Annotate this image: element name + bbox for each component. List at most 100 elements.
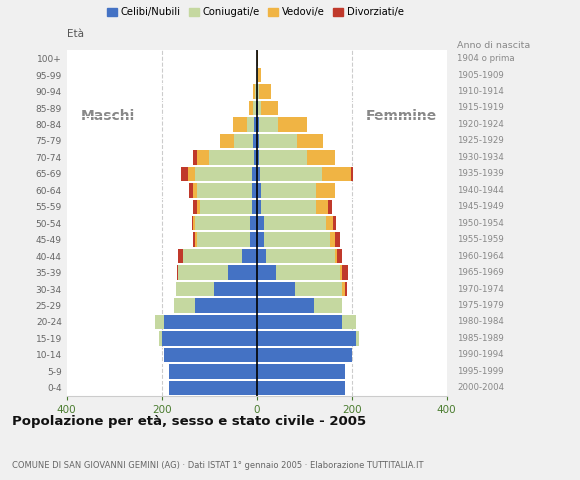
Bar <box>253 133 257 148</box>
Bar <box>169 381 257 395</box>
Bar <box>249 232 257 247</box>
Bar <box>173 298 257 313</box>
Bar <box>257 265 348 280</box>
Bar <box>257 232 330 247</box>
Bar <box>193 183 257 198</box>
Bar <box>257 68 262 83</box>
Bar <box>197 183 257 198</box>
Bar <box>257 348 351 362</box>
Bar <box>257 364 345 379</box>
Bar <box>176 282 257 296</box>
Bar <box>257 101 258 115</box>
Bar <box>257 282 347 296</box>
Bar <box>257 101 262 115</box>
Bar <box>164 348 257 362</box>
Bar <box>257 315 342 329</box>
Bar <box>257 133 323 148</box>
Bar <box>252 200 257 214</box>
Bar <box>164 348 257 362</box>
Bar <box>169 364 257 379</box>
Text: 1985-1989: 1985-1989 <box>457 334 504 343</box>
Bar <box>257 68 258 83</box>
Bar <box>257 150 259 165</box>
Bar <box>160 331 257 346</box>
Bar <box>257 282 342 296</box>
Bar <box>257 150 306 165</box>
Bar <box>257 133 323 148</box>
Bar <box>253 84 257 99</box>
Bar <box>154 315 257 329</box>
Bar <box>257 331 359 346</box>
Text: Età: Età <box>67 29 84 39</box>
Bar <box>257 364 345 379</box>
Bar <box>169 364 257 379</box>
Bar <box>257 315 356 329</box>
Bar <box>257 84 271 99</box>
Bar <box>257 381 345 395</box>
Bar <box>200 200 257 214</box>
Bar <box>176 282 257 296</box>
Bar <box>257 331 359 346</box>
Bar <box>162 331 257 346</box>
Bar <box>195 216 257 230</box>
Bar <box>257 84 259 99</box>
Bar <box>173 298 257 313</box>
Text: 1950-1954: 1950-1954 <box>457 219 504 228</box>
Bar <box>160 331 257 346</box>
Bar <box>233 117 257 132</box>
Bar <box>257 101 278 115</box>
Bar <box>257 117 306 132</box>
Bar <box>257 51 258 66</box>
Text: 1945-1949: 1945-1949 <box>457 202 504 211</box>
Bar <box>257 249 338 264</box>
Text: 2000-2004: 2000-2004 <box>457 383 504 392</box>
Bar <box>254 117 257 132</box>
Bar <box>257 117 278 132</box>
Bar <box>257 348 351 362</box>
Bar <box>233 117 257 132</box>
Bar <box>257 282 295 296</box>
Text: 1955-1959: 1955-1959 <box>457 235 504 244</box>
Bar <box>257 68 262 83</box>
Bar <box>252 183 257 198</box>
Bar <box>257 183 262 198</box>
Text: 1935-1939: 1935-1939 <box>457 169 504 179</box>
Bar <box>195 167 257 181</box>
Bar <box>194 200 257 214</box>
Bar <box>257 265 276 280</box>
Bar <box>257 133 297 148</box>
Bar <box>195 232 257 247</box>
Text: 1920-1924: 1920-1924 <box>457 120 504 129</box>
Bar <box>249 101 257 115</box>
Bar <box>257 249 266 264</box>
Bar <box>257 117 259 132</box>
Bar <box>257 133 259 148</box>
Bar <box>257 249 335 264</box>
Bar <box>257 117 306 132</box>
Bar <box>252 167 257 181</box>
Bar <box>257 167 322 181</box>
Text: 1965-1969: 1965-1969 <box>457 268 504 277</box>
Bar <box>176 282 257 296</box>
Bar <box>220 133 257 148</box>
Text: Popolazione per età, sesso e stato civile - 2005: Popolazione per età, sesso e stato civil… <box>12 415 366 428</box>
Bar <box>177 265 257 280</box>
Bar <box>257 282 345 296</box>
Bar <box>257 200 316 214</box>
Bar <box>228 265 257 280</box>
Bar <box>257 216 325 230</box>
Bar <box>257 232 264 247</box>
Bar <box>257 348 351 362</box>
Bar <box>173 298 257 313</box>
Bar <box>197 200 257 214</box>
Bar <box>169 364 257 379</box>
Bar <box>178 249 257 264</box>
Text: 1910-1914: 1910-1914 <box>457 87 504 96</box>
Bar <box>257 315 356 329</box>
Text: 1970-1974: 1970-1974 <box>457 285 504 294</box>
Bar <box>257 150 335 165</box>
Bar <box>257 364 345 379</box>
Bar <box>169 381 257 395</box>
Bar <box>257 150 335 165</box>
Bar <box>257 298 342 313</box>
